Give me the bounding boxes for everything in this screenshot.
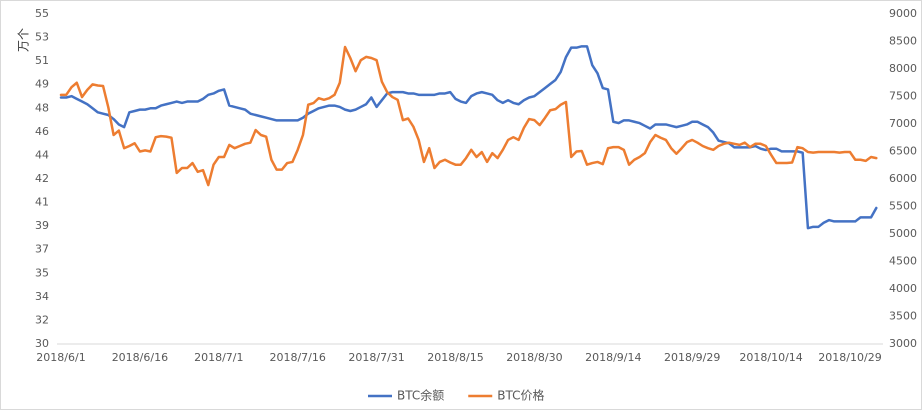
series-line (59, 45, 878, 187)
y2-tick-label: 3500 (889, 310, 917, 323)
y2-tick-label: 6500 (889, 145, 917, 158)
y2-tick-label: 4500 (889, 255, 917, 268)
x-tick-label: 2018/8/30 (506, 351, 562, 364)
series-line (59, 45, 878, 230)
y2-tick-label: 5000 (889, 227, 917, 240)
y2-tick-label: 5500 (889, 200, 917, 213)
x-tick-label: 2018/8/15 (427, 351, 483, 364)
x-tick-label: 2018/10/29 (818, 351, 881, 364)
y2-tick-label: 9000 (889, 7, 917, 20)
y-tick-label: 42 (35, 172, 49, 185)
y-tick-label: 55 (35, 7, 49, 20)
y-tick-label: 48 (35, 101, 49, 114)
x-tick-label: 2018/7/16 (269, 351, 325, 364)
y-tick-label: 39 (35, 219, 49, 232)
y-tick-label: 30 (35, 337, 49, 350)
x-tick-label: 2018/9/29 (664, 351, 720, 364)
y2-tick-label: 3000 (889, 337, 917, 350)
legend-label: BTC价格 (497, 388, 544, 403)
y-tick-label: 46 (35, 125, 49, 138)
x-tick-label: 2018/6/1 (36, 351, 85, 364)
y-tick-label: 53 (35, 31, 49, 44)
x-tick-label: 2018/9/14 (585, 351, 641, 364)
y-tick-label: 44 (35, 148, 49, 161)
x-tick-label: 2018/7/31 (348, 351, 404, 364)
x-tick-label: 2018/6/16 (112, 351, 168, 364)
y2-tick-label: 6000 (889, 172, 917, 185)
y-tick-label: 51 (35, 54, 49, 67)
y-tick-label: 32 (35, 313, 49, 326)
y-tick-label: 35 (35, 266, 49, 279)
y2-tick-label: 7500 (889, 90, 917, 103)
x-tick-label: 2018/7/1 (194, 351, 243, 364)
y2-tick-label: 8500 (889, 35, 917, 48)
y-tick-label: 49 (35, 78, 49, 91)
y2-tick-label: 4000 (889, 282, 917, 295)
y2-tick-label: 8000 (889, 62, 917, 75)
y-tick-label: 37 (35, 243, 49, 256)
y-tick-label: 34 (35, 290, 49, 303)
y-axis-label: 万个 (17, 28, 31, 52)
legend-label: BTC余额 (397, 388, 444, 403)
y2-tick-label: 7000 (889, 117, 917, 130)
x-tick-label: 2018/10/14 (739, 351, 802, 364)
y-tick-label: 41 (35, 196, 49, 209)
